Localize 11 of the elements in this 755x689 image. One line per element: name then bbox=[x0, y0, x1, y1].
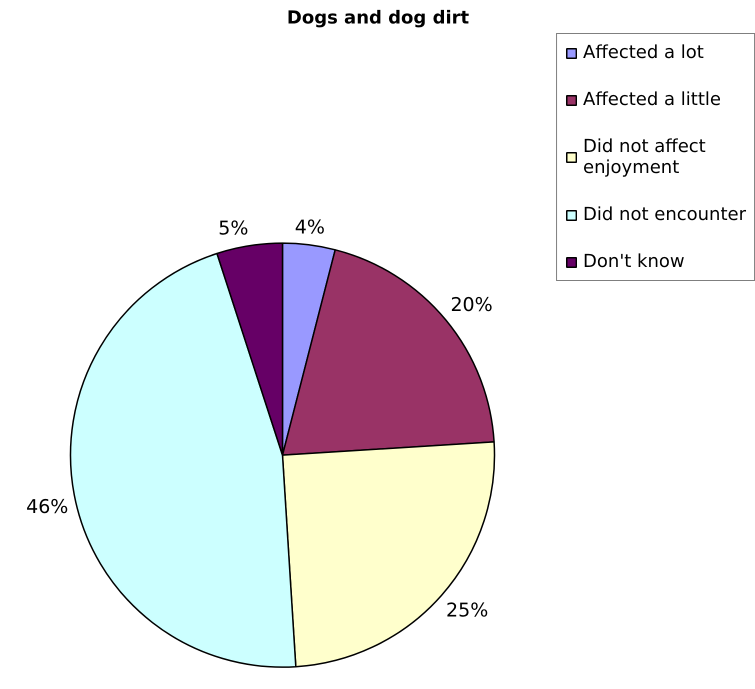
legend-label: Affected a lot bbox=[583, 42, 704, 63]
legend-label: Don't know bbox=[583, 251, 685, 272]
data-label: 46% bbox=[26, 496, 68, 518]
legend-label: Did not encounter bbox=[583, 204, 746, 225]
data-label: 5% bbox=[218, 218, 248, 240]
data-label: 4% bbox=[294, 216, 325, 239]
legend-label: Did not affect enjoyment bbox=[583, 136, 706, 178]
chart-title: Dogs and dog dirt bbox=[286, 8, 470, 28]
legend-label: Affected a little bbox=[583, 89, 721, 110]
data-label: 25% bbox=[446, 600, 488, 622]
data-label: 20% bbox=[450, 294, 493, 316]
